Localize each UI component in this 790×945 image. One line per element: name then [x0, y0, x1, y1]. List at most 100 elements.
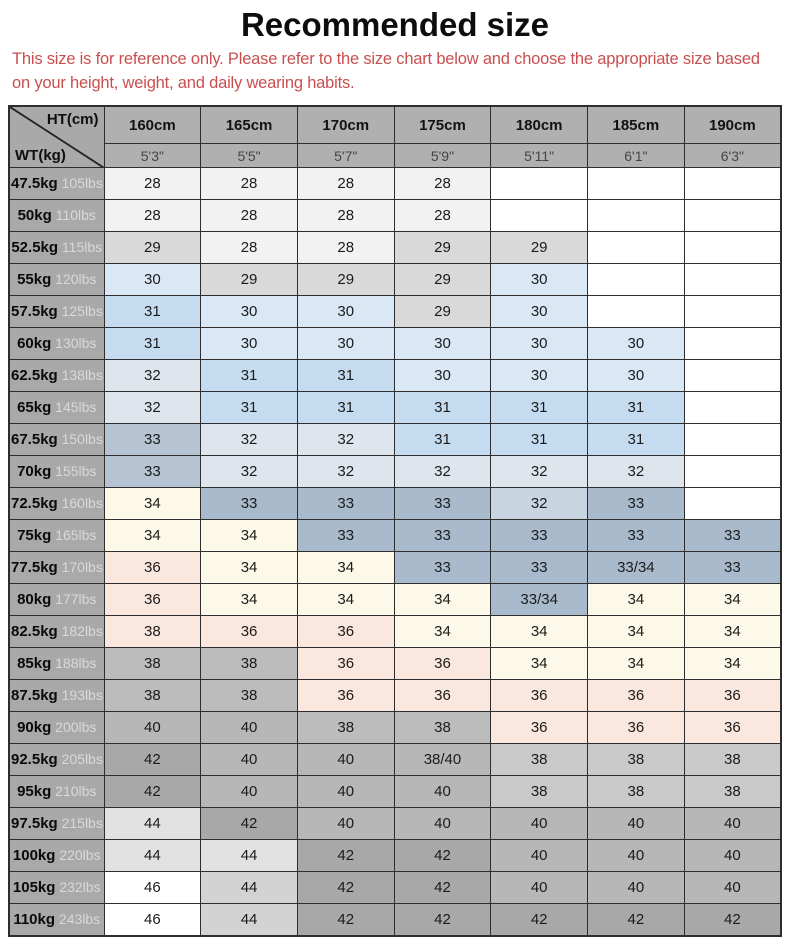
- size-cell: 33: [103, 423, 202, 457]
- size-cell: 30: [393, 359, 492, 393]
- size-cell: 38: [296, 711, 395, 745]
- size-cell: 38: [683, 743, 782, 777]
- weight-kg: 62.5kg: [11, 366, 58, 384]
- weight-kg: 105kg: [12, 878, 56, 896]
- size-cell: 42: [683, 903, 782, 937]
- size-cell: 34: [587, 615, 685, 649]
- size-cell: 29: [296, 263, 395, 297]
- size-cell: 33: [490, 551, 589, 585]
- weight-kg: 65kg: [17, 398, 52, 416]
- size-cell: 28: [200, 231, 298, 265]
- weight-lbs: 170lbs: [57, 558, 103, 575]
- size-cell: 36: [393, 679, 492, 713]
- size-cell: 31: [490, 423, 589, 457]
- size-cell: 40: [200, 711, 298, 745]
- size-cell: 31: [200, 391, 298, 425]
- size-cell: 31: [587, 423, 685, 457]
- size-cell: [683, 327, 782, 361]
- weight-row-label: 55kg 120lbs: [8, 263, 105, 297]
- size-cell: 40: [296, 743, 395, 777]
- table-header: HT(cm) WT(kg) 160cm 165cm 170cm 175cm 180cm 1…: [8, 105, 782, 169]
- size-cell: 42: [103, 743, 202, 777]
- weight-row-label: 70kg 155lbs: [8, 455, 105, 489]
- weight-row-label: 100kg 220lbs: [8, 839, 105, 873]
- weight-row-label: 97.5kg 215lbs: [8, 807, 105, 841]
- table-row: 55kg 120lbs 30 29 29 29 30: [8, 263, 782, 297]
- size-cell: 42: [296, 871, 395, 905]
- size-cell: 42: [296, 903, 395, 937]
- size-cell: 34: [296, 583, 395, 617]
- column-header-ft: 5'7": [296, 143, 395, 169]
- size-cell: 33: [393, 519, 492, 553]
- weight-row-label: 62.5kg 138lbs: [8, 359, 105, 393]
- weight-kg: 77.5kg: [11, 558, 58, 576]
- table-row: 77.5kg 170lbs 36 34 34 33 33 33/34 33: [8, 551, 782, 585]
- size-cell: [587, 295, 685, 329]
- table-row: 85kg 188lbs 38 38 36 36 34 34 34: [8, 647, 782, 681]
- size-cell: 34: [200, 583, 298, 617]
- size-cell: 29: [393, 295, 492, 329]
- height-axis-label: HT(cm): [46, 110, 99, 128]
- size-cell: [587, 231, 685, 265]
- size-cell: 36: [587, 711, 685, 745]
- weight-row-label: 57.5kg 125lbs: [8, 295, 105, 329]
- weight-row-label: 50kg 110lbs: [8, 199, 105, 233]
- column-header-cm: 185cm: [587, 105, 685, 145]
- size-cell: [683, 167, 782, 201]
- size-cell: 38: [393, 711, 492, 745]
- size-cell: 38: [200, 679, 298, 713]
- size-cell: [683, 423, 782, 457]
- column-header-ft: 5'3": [103, 143, 202, 169]
- weight-lbs: 120lbs: [51, 270, 97, 287]
- weight-lbs: 243lbs: [55, 910, 101, 927]
- size-cell: 30: [296, 327, 395, 361]
- table-row: 97.5kg 215lbs 44 42 40 40 40 40 40: [8, 807, 782, 841]
- table-row: 72.5kg 160lbs 34 33 33 33 32 33: [8, 487, 782, 521]
- column-header-cm: 190cm: [683, 105, 782, 145]
- weight-kg: 97.5kg: [11, 814, 58, 832]
- weight-lbs: 188lbs: [51, 654, 97, 671]
- table-row: 92.5kg 205lbs 42 40 40 38/40 38 38 38: [8, 743, 782, 777]
- size-cell: 30: [200, 295, 298, 329]
- size-cell: 42: [103, 775, 202, 809]
- size-cell: [683, 391, 782, 425]
- weight-kg: 92.5kg: [11, 750, 58, 768]
- weight-lbs: 138lbs: [57, 366, 103, 383]
- weight-row-label: 110kg 243lbs: [8, 903, 105, 937]
- table-row: 70kg 155lbs 33 32 32 32 32 32: [8, 455, 782, 489]
- weight-row-label: 92.5kg 205lbs: [8, 743, 105, 777]
- size-cell: 36: [103, 551, 202, 585]
- table-row: 100kg 220lbs 44 44 42 42 40 40 40: [8, 839, 782, 873]
- size-cell: 40: [490, 871, 589, 905]
- weight-lbs: 125lbs: [57, 302, 103, 319]
- size-cell: 30: [490, 359, 589, 393]
- weight-kg: 55kg: [17, 270, 52, 288]
- size-cell: 34: [103, 487, 202, 521]
- weight-kg: 110kg: [13, 910, 56, 928]
- size-cell: 32: [490, 455, 589, 489]
- size-cell: 44: [103, 807, 202, 841]
- size-cell: 40: [587, 807, 685, 841]
- weight-kg: 80kg: [17, 590, 52, 608]
- size-cell: [587, 167, 685, 201]
- size-cell: 33: [683, 551, 782, 585]
- size-cell: 36: [393, 647, 492, 681]
- size-cell: 33: [393, 487, 492, 521]
- weight-lbs: 160lbs: [57, 494, 103, 511]
- weight-row-label: 82.5kg 182lbs: [8, 615, 105, 649]
- size-cell: 34: [200, 519, 298, 553]
- size-cell: 30: [587, 359, 685, 393]
- table-row: 105kg 232lbs 46 44 42 42 40 40 40: [8, 871, 782, 905]
- size-cell: 34: [587, 583, 685, 617]
- size-cell: 28: [393, 199, 492, 233]
- weight-lbs: 150lbs: [57, 430, 103, 447]
- size-cell: 38/40: [393, 743, 492, 777]
- size-cell: 28: [103, 167, 202, 201]
- weight-kg: 85kg: [17, 654, 52, 672]
- size-cell: 31: [587, 391, 685, 425]
- column-header-cm: 180cm: [490, 105, 589, 145]
- size-cell: 34: [587, 647, 685, 681]
- size-cell: 42: [200, 807, 298, 841]
- weight-kg: 50kg: [17, 206, 52, 224]
- column-header-cm: 175cm: [393, 105, 492, 145]
